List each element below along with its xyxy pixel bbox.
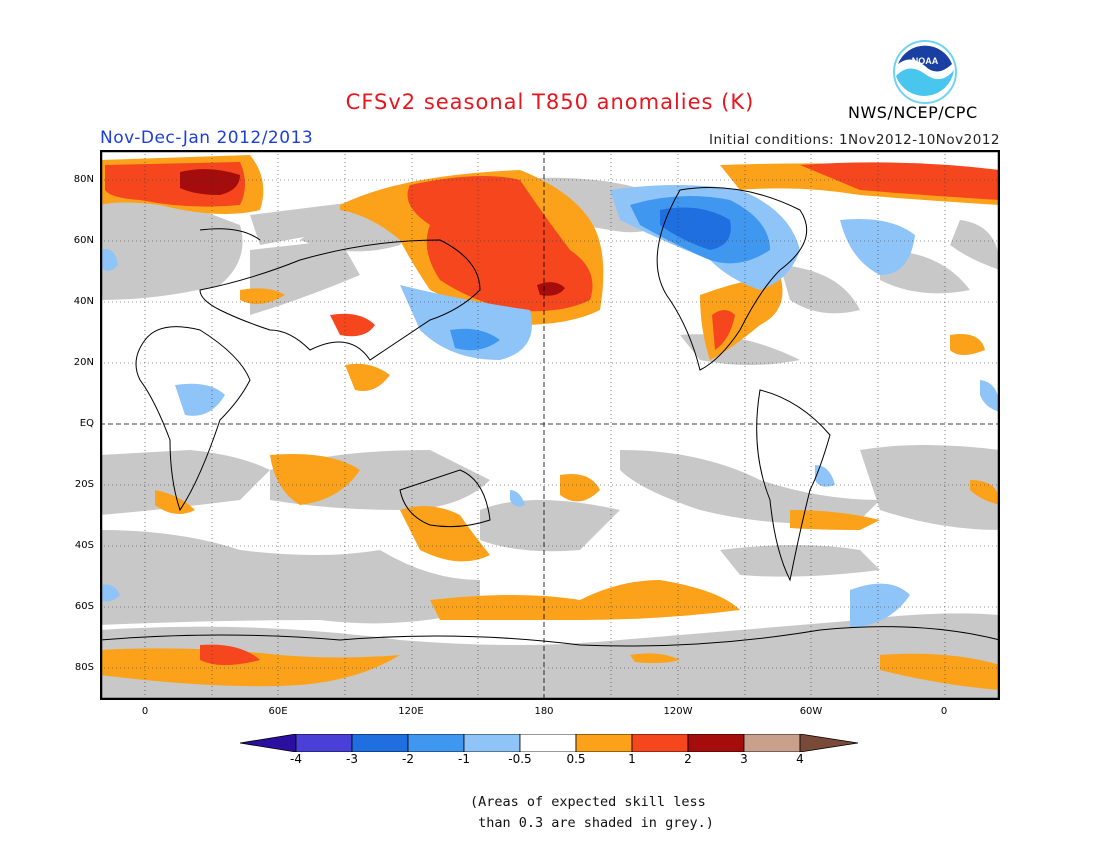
map-frame bbox=[99, 149, 1001, 701]
lon-label: 60E bbox=[268, 706, 288, 717]
lon-label: 120W bbox=[663, 706, 693, 717]
colorbar-cell bbox=[295, 733, 353, 753]
colorbar-label: -2 bbox=[402, 752, 414, 766]
colorbar-arrow-low bbox=[239, 733, 297, 753]
colorbar-cell bbox=[519, 733, 577, 753]
lat-label: 60S bbox=[74, 601, 94, 612]
map-title: CFSv2 seasonal T850 anomalies (K) bbox=[345, 90, 755, 114]
logo-text: NOAA bbox=[912, 56, 939, 66]
colorbar-cell bbox=[687, 733, 745, 753]
colorbar-arrow-high bbox=[799, 733, 859, 753]
noaa-logo: NOAA bbox=[893, 40, 957, 108]
colorbar-label: 0.5 bbox=[566, 752, 586, 766]
lon-label: 60W bbox=[799, 706, 823, 717]
lon-label: 0 bbox=[940, 706, 948, 717]
colorbar-label: -0.5 bbox=[508, 752, 532, 766]
lat-label: 20S bbox=[74, 479, 94, 490]
lat-label: EQ bbox=[79, 418, 94, 429]
colorbar-cell bbox=[743, 733, 801, 753]
lat-label: 20N bbox=[73, 357, 94, 368]
skill-note-line: than 0.3 are shaded in grey.) bbox=[470, 815, 714, 831]
warm-anomaly-areas bbox=[100, 155, 1000, 690]
colorbar-label: -1 bbox=[458, 752, 470, 766]
colorbar-cell bbox=[407, 733, 465, 753]
lon-label: 180 bbox=[534, 706, 554, 717]
colorbar-cell bbox=[463, 733, 521, 753]
lat-label: 40S bbox=[74, 540, 94, 551]
initial-conditions: Initial conditions: 1Nov2012-10Nov2012 bbox=[709, 132, 1000, 148]
colorbar-label: -4 bbox=[290, 752, 302, 766]
colorbar-label: -3 bbox=[346, 752, 358, 766]
lat-label: 60N bbox=[73, 235, 94, 246]
colorbar-label: 3 bbox=[740, 752, 748, 766]
skill-note: (Areas of expected skill less than 0.3 a… bbox=[470, 792, 714, 834]
colorbar-cell bbox=[351, 733, 409, 753]
colorbar-label: 1 bbox=[628, 752, 636, 766]
skill-note-line: (Areas of expected skill less bbox=[470, 794, 706, 810]
anomaly-map bbox=[99, 149, 1001, 704]
forecast-period: Nov-Dec-Jan 2012/2013 bbox=[100, 128, 314, 148]
agency-label: NWS/NCEP/CPC bbox=[848, 103, 978, 122]
lat-label: 80N bbox=[73, 174, 94, 185]
continent-outlines bbox=[99, 187, 1001, 647]
reference-lines bbox=[100, 150, 1000, 700]
colorbar-cell bbox=[575, 733, 633, 753]
colorbar-label: 2 bbox=[684, 752, 692, 766]
colorbar-cell bbox=[631, 733, 689, 753]
lat-label: 80S bbox=[74, 662, 94, 673]
lon-label: 0 bbox=[141, 706, 149, 717]
colorbar bbox=[239, 733, 860, 756]
lat-label: 40N bbox=[73, 296, 94, 307]
lon-label: 120E bbox=[398, 706, 424, 717]
colorbar-label: 4 bbox=[796, 752, 804, 766]
